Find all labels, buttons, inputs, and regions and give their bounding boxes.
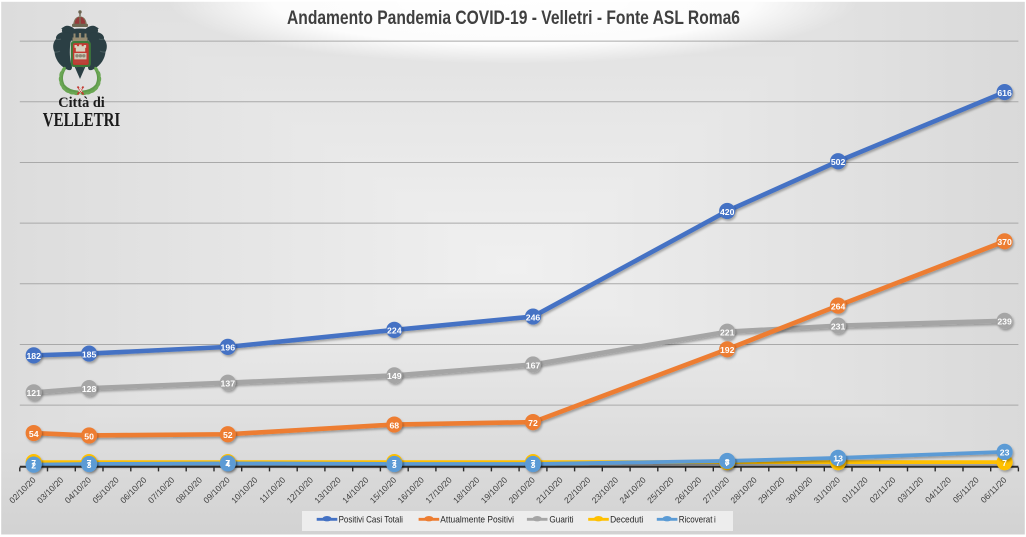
svg-text:167: 167 — [526, 360, 541, 370]
svg-text:13/10/20: 13/10/20 — [312, 475, 343, 506]
svg-text:05/10/20: 05/10/20 — [90, 475, 121, 506]
svg-text:68: 68 — [389, 420, 399, 430]
svg-text:Guariti: Guariti — [549, 515, 573, 526]
svg-text:16/10/20: 16/10/20 — [395, 475, 426, 506]
svg-text:3: 3 — [392, 460, 397, 470]
svg-text:149: 149 — [387, 371, 402, 381]
svg-text:7: 7 — [531, 458, 536, 468]
svg-text:221: 221 — [720, 328, 735, 338]
svg-text:4: 4 — [225, 459, 230, 469]
svg-text:09/10/20: 09/10/20 — [201, 475, 232, 506]
svg-text:18/10/20: 18/10/20 — [451, 475, 482, 506]
svg-text:20/10/20: 20/10/20 — [506, 475, 537, 506]
svg-text:264: 264 — [831, 301, 846, 311]
svg-text:Deceduti: Deceduti — [610, 515, 643, 526]
svg-text:06/10/20: 06/10/20 — [118, 475, 149, 506]
svg-text:128: 128 — [82, 384, 97, 394]
svg-text:04/10/20: 04/10/20 — [63, 475, 94, 506]
svg-text:192: 192 — [720, 345, 735, 355]
svg-text:28/10/20: 28/10/20 — [728, 475, 759, 506]
svg-text:02/11/20: 02/11/20 — [867, 475, 897, 505]
svg-text:Ricoverat i: Ricoverat i — [679, 515, 716, 526]
svg-text:3: 3 — [531, 460, 536, 470]
svg-text:7: 7 — [31, 458, 36, 468]
svg-text:502: 502 — [831, 157, 846, 167]
svg-text:25/10/20: 25/10/20 — [645, 475, 676, 506]
svg-text:231: 231 — [831, 321, 846, 331]
svg-text:26/10/20: 26/10/20 — [673, 475, 704, 506]
svg-text:196: 196 — [221, 343, 236, 353]
svg-text:54: 54 — [29, 429, 39, 439]
svg-text:30/10/20: 30/10/20 — [784, 475, 815, 506]
svg-text:370: 370 — [997, 237, 1012, 247]
svg-text:21/10/20: 21/10/20 — [534, 475, 565, 506]
svg-text:17/10/20: 17/10/20 — [423, 475, 454, 506]
svg-text:185: 185 — [82, 349, 97, 359]
svg-text:19/10/20: 19/10/20 — [479, 475, 510, 506]
svg-text:31/10/20: 31/10/20 — [812, 475, 843, 506]
svg-text:7: 7 — [87, 458, 92, 468]
svg-text:121: 121 — [26, 388, 41, 398]
svg-text:7: 7 — [392, 458, 397, 468]
svg-text:246: 246 — [526, 312, 541, 322]
svg-text:12/10/20: 12/10/20 — [285, 475, 316, 506]
svg-text:23/10/20: 23/10/20 — [590, 475, 621, 506]
svg-text:Andamento Pandemia COVID-19 -: Andamento Pandemia COVID-19 - Velletri -… — [287, 8, 740, 29]
svg-text:29/10/20: 29/10/20 — [756, 475, 787, 506]
svg-text:07/10/20: 07/10/20 — [146, 475, 177, 506]
svg-text:11/10/20: 11/10/20 — [257, 475, 287, 505]
svg-text:50: 50 — [84, 431, 94, 441]
svg-text:03/11/20: 03/11/20 — [895, 475, 925, 505]
svg-text:01/11/20: 01/11/20 — [840, 475, 870, 505]
svg-text:02/10/20: 02/10/20 — [7, 475, 38, 506]
svg-text:8: 8 — [725, 457, 730, 467]
svg-text:14/10/20: 14/10/20 — [340, 475, 371, 506]
svg-text:616: 616 — [997, 88, 1012, 98]
svg-text:7: 7 — [1002, 458, 1007, 468]
svg-text:224: 224 — [387, 326, 402, 336]
svg-text:22/10/20: 22/10/20 — [562, 475, 593, 506]
svg-text:72: 72 — [528, 418, 538, 428]
svg-text:52: 52 — [223, 430, 233, 440]
svg-text:08/10/20: 08/10/20 — [174, 475, 205, 506]
svg-text:05/11/20: 05/11/20 — [951, 475, 981, 505]
svg-text:239: 239 — [997, 317, 1012, 327]
svg-text:04/11/20: 04/11/20 — [923, 475, 953, 505]
svg-text:03/10/20: 03/10/20 — [35, 475, 66, 506]
svg-text:7: 7 — [225, 458, 230, 468]
svg-text:2: 2 — [31, 460, 36, 470]
svg-text:27/10/20: 27/10/20 — [701, 475, 732, 506]
svg-text:06/11/20: 06/11/20 — [978, 475, 1008, 505]
svg-text:24/10/20: 24/10/20 — [617, 475, 648, 506]
svg-text:182: 182 — [26, 351, 41, 361]
svg-text:7: 7 — [725, 458, 730, 468]
svg-text:3: 3 — [87, 460, 92, 470]
svg-text:420: 420 — [720, 207, 735, 217]
svg-text:10/10/20: 10/10/20 — [229, 475, 260, 506]
svg-text:7: 7 — [836, 458, 841, 468]
svg-text:Città di: Città di — [58, 95, 105, 111]
svg-text:15/10/20: 15/10/20 — [368, 475, 399, 506]
svg-text:Positivi Casi Totali: Positivi Casi Totali — [339, 515, 403, 526]
svg-text:VELLETRI: VELLETRI — [43, 109, 121, 131]
svg-text:Attualmente Positivi: Attualmente Positivi — [440, 515, 514, 526]
svg-text:13: 13 — [833, 454, 843, 464]
svg-text:23: 23 — [1000, 448, 1010, 458]
svg-text:137: 137 — [221, 378, 236, 388]
